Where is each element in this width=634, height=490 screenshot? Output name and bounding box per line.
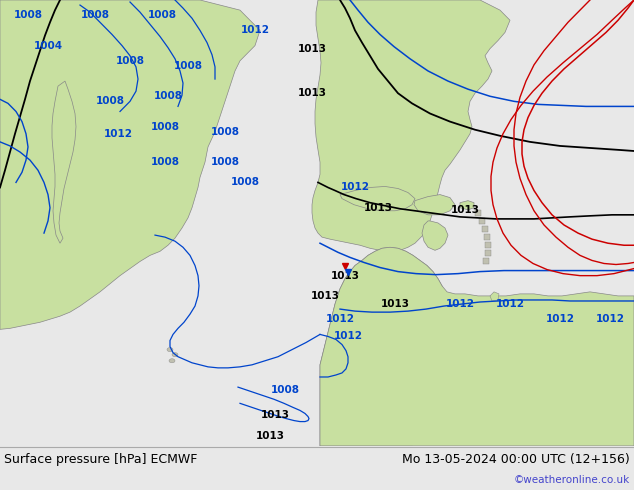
- Polygon shape: [484, 234, 490, 240]
- Text: 1008: 1008: [150, 122, 179, 132]
- Text: ©weatheronline.co.uk: ©weatheronline.co.uk: [514, 475, 630, 485]
- Polygon shape: [485, 250, 491, 256]
- Text: 1008: 1008: [150, 157, 179, 167]
- Text: 1008: 1008: [153, 91, 183, 101]
- Polygon shape: [340, 187, 415, 211]
- Text: 1012: 1012: [595, 314, 624, 324]
- Text: 1013: 1013: [330, 270, 359, 281]
- Text: Mo 13-05-2024 00:00 UTC (12+156): Mo 13-05-2024 00:00 UTC (12+156): [402, 453, 630, 466]
- Text: 1012: 1012: [446, 299, 474, 309]
- Ellipse shape: [169, 359, 175, 363]
- Text: 1008: 1008: [115, 56, 145, 66]
- Polygon shape: [422, 221, 448, 250]
- Text: 1012: 1012: [325, 314, 354, 324]
- Ellipse shape: [167, 347, 173, 352]
- Text: 1012: 1012: [340, 182, 370, 193]
- Text: 1013: 1013: [311, 291, 339, 301]
- Text: 1013: 1013: [297, 88, 327, 98]
- Polygon shape: [475, 210, 481, 216]
- Polygon shape: [483, 258, 489, 265]
- Text: 1013: 1013: [297, 44, 327, 53]
- Text: 1008: 1008: [148, 10, 176, 20]
- Text: 1008: 1008: [96, 97, 124, 106]
- Text: 1013: 1013: [380, 299, 410, 309]
- Text: 1013: 1013: [261, 411, 290, 420]
- Text: 1008: 1008: [13, 10, 42, 20]
- Text: 1012: 1012: [240, 25, 269, 35]
- Polygon shape: [485, 242, 491, 248]
- Text: 1008: 1008: [210, 127, 240, 137]
- Text: 1012: 1012: [496, 299, 524, 309]
- Text: Surface pressure [hPa] ECMWF: Surface pressure [hPa] ECMWF: [4, 453, 197, 466]
- Text: 1008: 1008: [271, 385, 299, 395]
- Polygon shape: [482, 226, 488, 232]
- Text: 1012: 1012: [103, 129, 133, 139]
- Text: 1012: 1012: [545, 314, 574, 324]
- Text: 1013: 1013: [451, 205, 479, 215]
- Polygon shape: [460, 201, 474, 210]
- Text: 1008: 1008: [81, 10, 110, 20]
- Polygon shape: [320, 247, 634, 446]
- Polygon shape: [490, 292, 499, 301]
- Ellipse shape: [172, 353, 178, 357]
- Text: 1008: 1008: [210, 157, 240, 167]
- Polygon shape: [52, 81, 76, 243]
- Text: 1013: 1013: [256, 431, 285, 441]
- Text: 1013: 1013: [363, 203, 392, 213]
- Polygon shape: [320, 247, 448, 446]
- Polygon shape: [414, 195, 455, 215]
- Polygon shape: [479, 218, 485, 224]
- Text: 1012: 1012: [333, 331, 363, 342]
- Text: 1008: 1008: [174, 61, 202, 71]
- Text: 1004: 1004: [34, 41, 63, 50]
- Polygon shape: [312, 0, 510, 251]
- Text: 1008: 1008: [231, 177, 259, 187]
- Polygon shape: [0, 0, 260, 329]
